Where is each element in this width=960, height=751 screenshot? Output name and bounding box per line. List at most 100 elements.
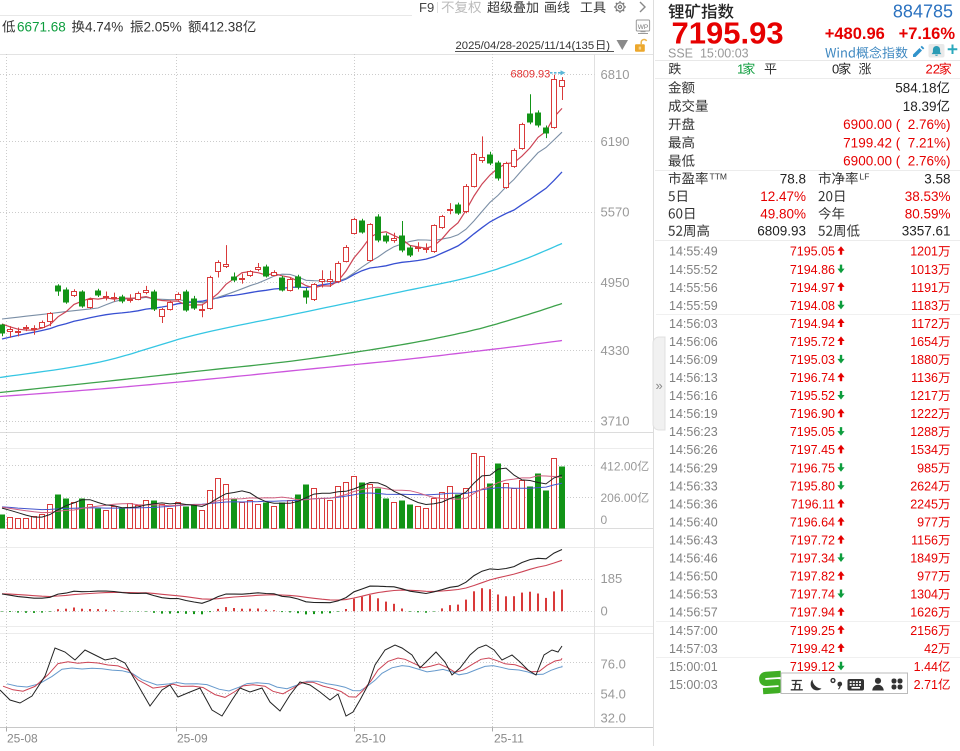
svg-text:7197.82: 7197.82 xyxy=(790,570,835,584)
svg-text:7199.25: 7199.25 xyxy=(790,624,835,638)
svg-text:1217: 1217 xyxy=(910,389,938,403)
svg-text:14:56:43: 14:56:43 xyxy=(669,534,718,548)
svg-text:7197.74: 7197.74 xyxy=(790,588,835,602)
svg-text:1013: 1013 xyxy=(910,263,938,277)
svg-text:15:00:01: 15:00:01 xyxy=(669,660,718,674)
svg-text:14:56:13: 14:56:13 xyxy=(669,371,718,385)
svg-text:14:56:23: 14:56:23 xyxy=(669,425,718,439)
svg-text:0: 0 xyxy=(601,604,608,619)
svg-text:14:56:33: 14:56:33 xyxy=(669,479,718,493)
svg-text:25-08: 25-08 xyxy=(7,732,38,746)
svg-text:1.44: 1.44 xyxy=(914,660,938,674)
svg-text:14:56:36: 14:56:36 xyxy=(669,497,718,511)
svg-text:2.05%: 2.05% xyxy=(144,20,182,35)
svg-text:1222: 1222 xyxy=(910,407,938,421)
svg-text:15:00:03: 15:00:03 xyxy=(669,678,718,692)
svg-text:42: 42 xyxy=(924,642,938,656)
svg-text:1136: 1136 xyxy=(911,371,938,385)
svg-text:»: » xyxy=(656,378,663,393)
svg-text:3.58: 3.58 xyxy=(924,171,950,186)
svg-text:7194.97: 7194.97 xyxy=(790,281,835,295)
svg-text:7197.94: 7197.94 xyxy=(790,606,835,620)
svg-text:7195.80: 7195.80 xyxy=(790,479,835,493)
svg-text:2245: 2245 xyxy=(910,497,938,511)
svg-text:25-11: 25-11 xyxy=(494,732,524,746)
svg-text:1849: 1849 xyxy=(910,552,938,566)
svg-text:14:55:49: 14:55:49 xyxy=(669,245,718,259)
svg-text:884785: 884785 xyxy=(893,2,953,22)
svg-text:80.59%: 80.59% xyxy=(905,206,951,221)
svg-text:+480.96 +7.16%: +480.96 +7.16% xyxy=(825,25,956,43)
svg-text:7199.42 ( 7.21%): 7199.42 ( 7.21%) xyxy=(843,135,950,150)
svg-text:14:56:29: 14:56:29 xyxy=(669,461,718,475)
svg-text:412.38: 412.38 xyxy=(202,20,243,35)
svg-text:7194.08: 7194.08 xyxy=(790,299,835,313)
svg-text:14:57:00: 14:57:00 xyxy=(669,624,718,638)
svg-text:14:56:09: 14:56:09 xyxy=(669,353,718,367)
svg-text:7194.94: 7194.94 xyxy=(790,317,835,331)
svg-text:14:55:59: 14:55:59 xyxy=(669,299,718,313)
svg-text:14:56:46: 14:56:46 xyxy=(669,552,718,566)
svg-text:7195.72: 7195.72 xyxy=(790,335,835,349)
svg-text:): ) xyxy=(606,40,610,52)
svg-text:54.0: 54.0 xyxy=(601,687,626,702)
svg-text:6900.00 ( 2.76%): 6900.00 ( 2.76%) xyxy=(843,154,950,169)
svg-text:12.47%: 12.47% xyxy=(760,189,806,204)
svg-text:14:55:56: 14:55:56 xyxy=(669,281,718,295)
svg-text:14:56:53: 14:56:53 xyxy=(669,588,718,602)
svg-text:1183: 1183 xyxy=(911,299,938,313)
svg-text:F9: F9 xyxy=(419,0,434,15)
svg-text:6810: 6810 xyxy=(601,67,630,82)
svg-text:14:56:06: 14:56:06 xyxy=(669,335,718,349)
svg-text:25-09: 25-09 xyxy=(177,732,208,746)
svg-text:1: 1 xyxy=(737,62,744,77)
svg-text:7197.34: 7197.34 xyxy=(790,552,835,566)
svg-text:6809.93: 6809.93 xyxy=(757,224,806,239)
svg-text:185: 185 xyxy=(601,571,623,586)
svg-text:1534: 1534 xyxy=(910,443,938,457)
svg-text:7196.90: 7196.90 xyxy=(790,407,835,421)
svg-text:1288: 1288 xyxy=(910,425,938,439)
svg-text:25-10: 25-10 xyxy=(355,732,386,746)
svg-text:2025/04/28-2025/11/14(135: 2025/04/28-2025/11/14(135 xyxy=(456,40,595,52)
svg-text:1304: 1304 xyxy=(910,588,938,602)
svg-text:32.0: 32.0 xyxy=(601,711,626,726)
svg-text:0: 0 xyxy=(601,513,608,527)
svg-text:7199.42: 7199.42 xyxy=(790,642,835,656)
svg-text:7195.05: 7195.05 xyxy=(790,425,835,439)
svg-text:78.8: 78.8 xyxy=(780,171,806,186)
svg-text:4950: 4950 xyxy=(601,275,630,290)
svg-text:7196.11: 7196.11 xyxy=(791,497,835,511)
svg-text:6190: 6190 xyxy=(601,134,630,149)
svg-text:7195.03: 7195.03 xyxy=(790,353,835,367)
svg-text:LF: LF xyxy=(860,171,870,181)
svg-text:7196.74: 7196.74 xyxy=(790,371,835,385)
svg-text:14:55:52: 14:55:52 xyxy=(669,263,718,277)
svg-text:977: 977 xyxy=(917,516,938,530)
svg-text:WP: WP xyxy=(638,24,648,31)
svg-text:1201: 1201 xyxy=(910,245,938,259)
svg-text:7195.05: 7195.05 xyxy=(790,245,835,259)
svg-text:1626: 1626 xyxy=(910,606,938,620)
svg-text:985: 985 xyxy=(917,461,938,475)
svg-text:5570: 5570 xyxy=(601,205,630,220)
svg-text:22: 22 xyxy=(926,62,940,77)
svg-text:7194.86: 7194.86 xyxy=(790,263,835,277)
svg-text:1880: 1880 xyxy=(910,353,938,367)
svg-text:14:57:03: 14:57:03 xyxy=(669,642,718,656)
svg-text:1191: 1191 xyxy=(911,281,938,295)
svg-text:3710: 3710 xyxy=(601,414,630,429)
svg-text:2.71: 2.71 xyxy=(914,678,938,692)
svg-text:SSE 15:00:03: SSE 15:00:03 xyxy=(668,47,749,61)
svg-text:6809.93: 6809.93 xyxy=(511,69,551,81)
svg-text:76.0: 76.0 xyxy=(601,656,626,671)
svg-text:2624: 2624 xyxy=(910,479,938,493)
svg-text:6900.00 ( 2.76%): 6900.00 ( 2.76%) xyxy=(843,117,950,132)
svg-text:1172: 1172 xyxy=(911,317,938,331)
svg-text:14:56:19: 14:56:19 xyxy=(669,407,718,421)
svg-text:7197.72: 7197.72 xyxy=(790,534,835,548)
svg-text:14:56:57: 14:56:57 xyxy=(669,606,718,620)
svg-text:14:56:50: 14:56:50 xyxy=(669,570,718,584)
svg-text:4.74%: 4.74% xyxy=(85,20,123,35)
svg-text:18.39: 18.39 xyxy=(903,99,937,114)
